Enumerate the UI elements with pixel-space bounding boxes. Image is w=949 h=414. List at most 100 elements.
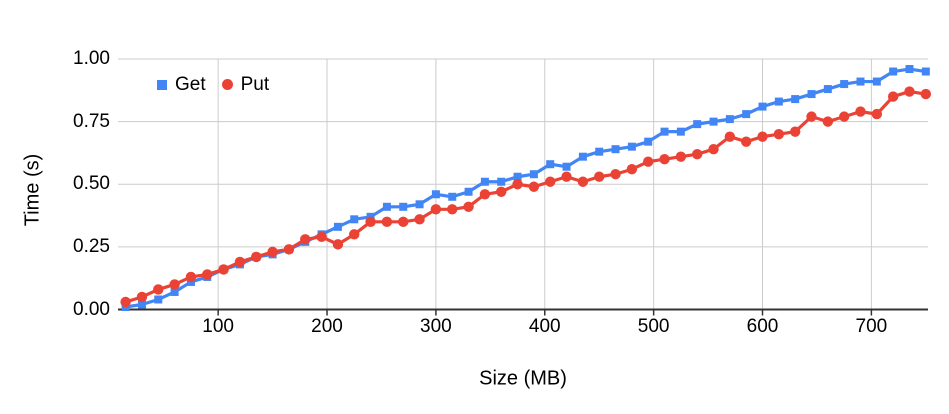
data-point-get — [154, 295, 163, 304]
data-point-get — [758, 102, 767, 111]
data-point-get — [921, 67, 930, 76]
x-tick-label: 400 — [528, 316, 561, 337]
data-point-put — [136, 291, 148, 303]
data-point-put — [414, 214, 425, 225]
put-series-circle-marker-icon — [221, 79, 233, 90]
legend-item-put[interactable]: Put — [221, 73, 270, 96]
data-point-put — [724, 131, 736, 142]
data-point-get — [611, 145, 620, 154]
x-tick-label: 600 — [746, 316, 779, 337]
data-point-put — [512, 179, 523, 190]
data-point-get — [676, 127, 685, 136]
data-point-get — [546, 160, 555, 169]
data-point-put — [218, 264, 229, 275]
data-point-put — [691, 148, 703, 160]
data-point-put — [904, 86, 915, 97]
data-point-get — [660, 127, 669, 136]
data-point-put — [479, 189, 491, 200]
data-point-put — [365, 216, 376, 228]
data-point-put — [838, 111, 850, 122]
data-point-get — [725, 115, 734, 124]
data-point-put — [283, 244, 295, 255]
data-point-put — [120, 296, 131, 308]
data-point-get — [742, 110, 751, 119]
data-point-get — [644, 137, 653, 146]
data-point-put — [773, 128, 785, 140]
data-point-put — [855, 106, 866, 117]
data-point-get — [464, 187, 473, 196]
data-point-put — [463, 201, 474, 212]
series-line-put — [124, 89, 928, 304]
data-point-put — [545, 176, 556, 187]
series-line-get — [124, 67, 928, 309]
data-point-get — [709, 117, 718, 126]
data-point-get — [480, 177, 489, 186]
x-tick-label: 200 — [311, 316, 343, 337]
data-point-put — [251, 251, 262, 263]
data-point-put — [626, 164, 638, 175]
data-point-put — [561, 171, 572, 182]
data-point-get — [693, 120, 702, 129]
data-point-put — [381, 216, 393, 228]
data-point-put — [447, 204, 458, 215]
data-point-get — [595, 147, 604, 156]
data-point-get — [350, 215, 359, 224]
data-point-put — [398, 216, 409, 228]
data-point-put — [806, 111, 817, 122]
data-point-put — [496, 186, 507, 197]
data-point-put — [887, 91, 899, 102]
data-point-get — [856, 77, 865, 86]
y-tick-label: 0.50 — [73, 173, 110, 195]
data-point-get — [562, 162, 571, 171]
data-point-get — [578, 152, 587, 161]
data-point-get — [497, 177, 506, 186]
data-point-put — [740, 136, 752, 147]
legend-label-put: Put — [240, 73, 270, 95]
data-point-put — [675, 151, 687, 162]
data-point-get — [529, 170, 538, 179]
data-point-put — [610, 169, 621, 180]
data-point-get — [807, 90, 816, 99]
data-point-put — [528, 181, 540, 192]
y-tick-label: 0.25 — [73, 235, 110, 257]
data-point-get — [431, 190, 440, 199]
x-tick-label: 300 — [420, 316, 452, 337]
data-point-put — [300, 234, 311, 245]
data-point-put — [234, 256, 246, 268]
data-point-get — [905, 65, 914, 74]
data-point-get — [774, 97, 783, 106]
data-point-get — [513, 172, 522, 181]
data-point-put — [643, 156, 654, 167]
x-tick-label: 700 — [855, 316, 888, 337]
data-point-get — [889, 67, 898, 76]
data-point-put — [659, 154, 670, 165]
get-series-square-marker-icon — [157, 79, 167, 90]
data-point-get — [137, 300, 146, 309]
data-point-put — [789, 126, 801, 137]
data-point-put — [267, 246, 278, 258]
data-point-put — [594, 171, 605, 182]
data-point-put — [822, 116, 834, 127]
data-point-get — [382, 202, 391, 211]
data-point-put — [153, 284, 164, 295]
data-point-get — [415, 200, 424, 209]
legend-item-get[interactable]: Get — [157, 74, 206, 96]
data-point-put — [202, 269, 213, 280]
y-tick-label: 1.00 — [73, 48, 110, 69]
data-point-put — [708, 143, 719, 155]
data-point-put — [871, 108, 883, 120]
data-point-put — [430, 204, 442, 215]
x-tick-label: 100 — [202, 316, 234, 337]
x-tick-label: 500 — [637, 316, 670, 337]
data-point-put — [757, 131, 768, 142]
data-point-put — [169, 279, 180, 290]
data-point-put — [316, 231, 327, 243]
data-point-get — [170, 287, 179, 296]
y-tick-label: 0.00 — [73, 298, 110, 320]
data-point-get — [823, 85, 832, 94]
data-point-get — [840, 80, 849, 89]
legend: Get Put — [157, 74, 269, 95]
data-point-put — [920, 88, 932, 100]
